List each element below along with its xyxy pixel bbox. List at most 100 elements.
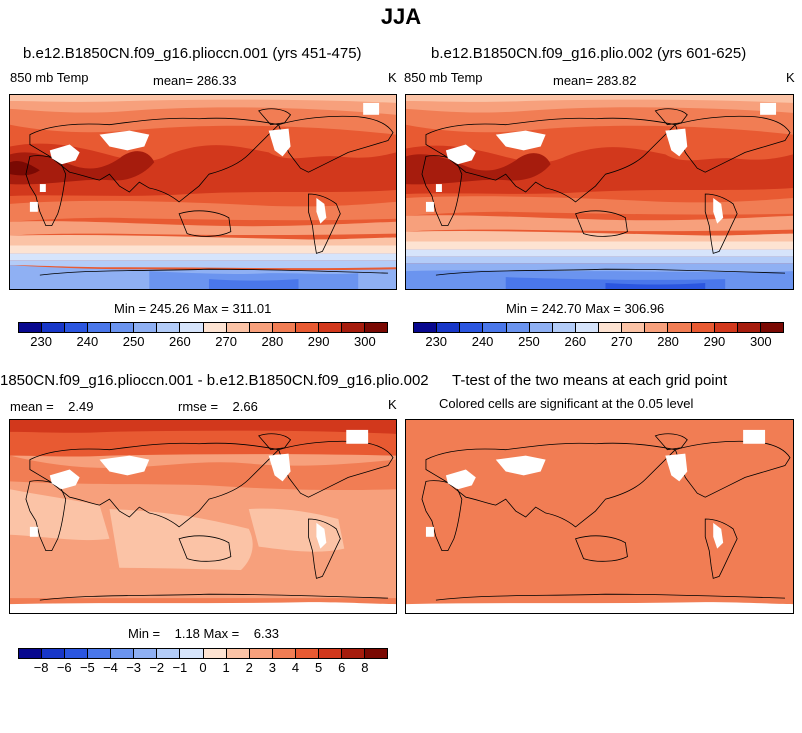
panel2-map [405,94,794,290]
colorbar-tick-label: 250 [122,334,145,349]
colorbar-tick-label: 230 [30,334,52,349]
colorbar-tick-label: 8 [361,660,369,675]
colorbar-swatch [318,323,342,332]
colorbar-swatch [506,323,530,332]
colorbar-swatch [599,323,623,332]
colorbar-tick-label: −8 [33,660,49,675]
colorbar-swatch [295,649,319,658]
colorbar-swatch [180,649,204,658]
colorbar-tick-label: 260 [169,334,191,349]
colorbar-tick-label: 5 [315,660,323,675]
season-title: JJA [380,4,422,29]
colorbar-swatch [737,323,761,332]
colorbar-swatch [111,649,135,658]
colorbar-swatch [88,649,112,658]
panel2-colorbar [413,322,784,333]
colorbar-tick-label: 6 [338,660,346,675]
panel4-subtitle: Colored cells are significant at the 0.0… [439,396,694,411]
colorbar-tick-label: −4 [103,660,118,675]
colorbar-swatch [529,323,553,332]
panel2-mean: mean= 283.82 [553,73,637,88]
colorbar-tick-label: −1 [172,660,188,675]
colorbar-swatch [622,323,646,332]
colorbar-tick-label: 270 [610,334,633,349]
colorbar-swatch [272,649,296,658]
panel3-title: 1850CN.f09_g16.plioccn.001 - b.e12.B1850… [0,372,429,389]
colorbar-swatch [157,323,181,332]
panel2-variable: 850 mb Temp [404,70,483,85]
colorbar-swatch [88,323,112,332]
colorbar-swatch [318,649,342,658]
colorbar-swatch [552,323,576,332]
colorbar-swatch [134,649,158,658]
colorbar-tick-label: 2 [245,660,253,675]
colorbar-tick-label: −6 [56,660,72,675]
colorbar-tick-label: 1 [222,660,230,675]
panel3-map [9,419,397,614]
colorbar-swatch [19,323,43,332]
colorbar-swatch [364,323,387,332]
panel4-title: T-test of the two means at each grid poi… [452,372,728,389]
colorbar-swatch [203,649,227,658]
colorbar-tick-label: 230 [425,334,448,349]
panel3-colorbar [18,648,388,659]
colorbar-swatch [42,323,66,332]
colorbar-swatch [575,323,599,332]
colorbar-swatch [760,323,783,332]
colorbar-tick-label: 4 [291,660,300,675]
panel1-minmax: Min = 245.26 Max = 311.01 [114,301,272,316]
panel1-map [9,94,397,290]
panel2-minmax: Min = 242.70 Max = 306.96 [506,301,665,316]
colorbar-tick-label: 290 [703,334,726,349]
colorbar-swatch [134,323,158,332]
panel1-title: b.e12.B1850CN.f09_g16.plioccn.001 (yrs 4… [23,45,362,62]
colorbar-swatch [668,323,692,332]
colorbar-tick-label: 240 [471,334,494,349]
colorbar-swatch [19,649,43,658]
colorbar-swatch [180,323,204,332]
panel4-map [405,419,794,614]
colorbar-swatch [364,649,387,658]
colorbar-tick-label: 280 [261,334,284,349]
colorbar-swatch [341,649,365,658]
panel3-mean: mean = 2.49 [10,399,94,414]
colorbar-swatch [226,323,250,332]
colorbar-tick-label: 300 [354,334,376,349]
panel3-rmse: rmse = 2.66 [178,399,258,414]
colorbar-swatch [111,323,135,332]
colorbar-tick-label: −5 [79,660,95,675]
colorbar-swatch [414,323,438,332]
colorbar-swatch [341,323,365,332]
colorbar-tick-label: −3 [126,660,142,675]
colorbar-swatch [226,649,250,658]
colorbar-tick-label: 250 [518,334,540,349]
colorbar-swatch [437,323,461,332]
colorbar-swatch [483,323,507,332]
colorbar-tick-label: 240 [76,334,99,349]
colorbar-swatch [295,323,319,332]
colorbar-swatch [460,323,484,332]
panel3-minmax: Min = 1.18 Max = 6.33 [128,626,280,641]
colorbar-swatch [65,323,89,332]
colorbar-swatch [272,323,296,332]
panel1-variable: 850 mb Temp [10,70,89,85]
panel1-colorbar [18,322,388,333]
colorbar-tick-label: 3 [268,660,276,675]
colorbar-swatch [203,323,227,332]
colorbar-swatch [249,323,273,332]
colorbar-tick-label: 290 [307,334,330,349]
colorbar-swatch [691,323,715,332]
panel2-units: K [786,70,795,85]
colorbar-tick-label: 270 [215,334,237,349]
colorbar-swatch [157,649,181,658]
colorbar-tick-label: 280 [657,334,679,349]
colorbar-tick-label: 0 [199,660,207,675]
panel1-units: K [388,70,397,85]
panel3-units: K [388,397,397,412]
colorbar-swatch [645,323,669,332]
panel1-mean: mean= 286.33 [153,73,237,88]
colorbar-swatch [42,649,66,658]
panel2-title: b.e12.B1850CN.f09_g16.plio.002 (yrs 601-… [431,45,747,62]
colorbar-swatch [65,649,89,658]
colorbar-tick-label: 260 [564,334,587,349]
